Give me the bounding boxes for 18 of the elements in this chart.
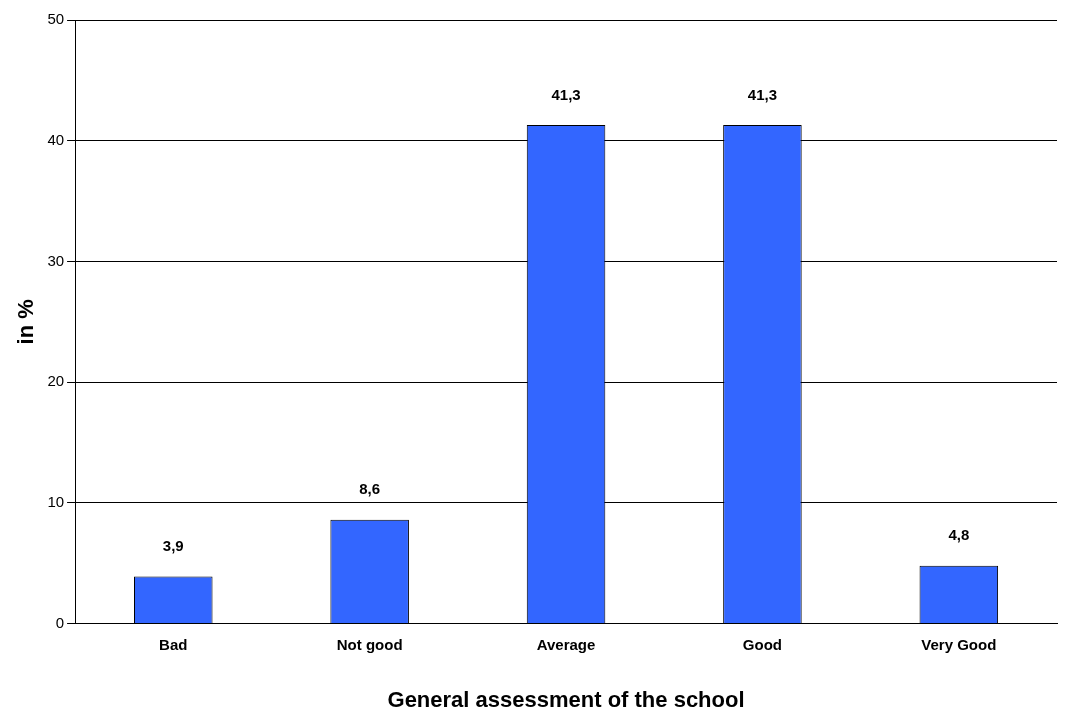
y-tick-label: 20 — [47, 372, 65, 390]
data-label: 4,8 — [948, 526, 970, 544]
x-tick-label: Good — [742, 635, 782, 653]
x-tick-label: Bad — [159, 635, 188, 653]
data-label: 41,3 — [551, 85, 581, 103]
x-tick-label: Not good — [336, 635, 403, 653]
y-tick-label: 30 — [47, 251, 65, 269]
y-tick-label: 40 — [47, 130, 65, 148]
y-tick-label: 10 — [47, 493, 65, 511]
data-label: 8,6 — [359, 480, 381, 498]
x-tick-label: Average — [536, 635, 596, 653]
x-axis-title: General assessment of the school — [387, 686, 745, 712]
y-axis-title: in % — [13, 299, 39, 345]
y-tick-label: 50 — [47, 10, 65, 28]
data-label: 41,3 — [747, 85, 778, 103]
data-label: 3,9 — [162, 537, 184, 555]
y-tick-label: 0 — [55, 613, 65, 631]
x-tick-label: Very Good — [921, 635, 997, 653]
